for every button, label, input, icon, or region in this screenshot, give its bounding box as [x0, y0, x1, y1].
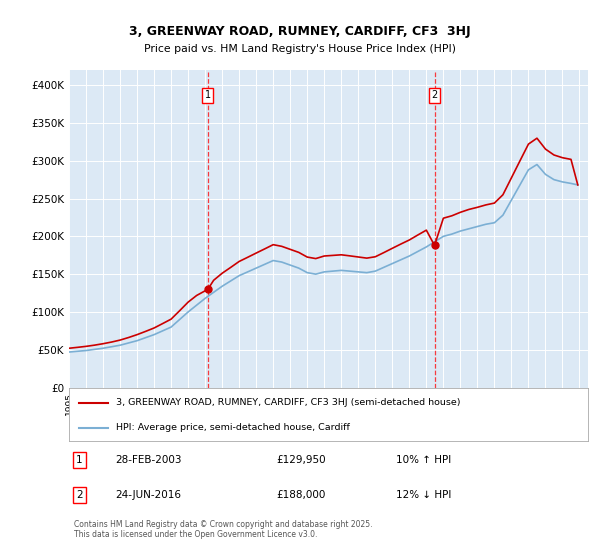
- Text: 28-FEB-2003: 28-FEB-2003: [116, 455, 182, 465]
- Text: 1: 1: [76, 455, 83, 465]
- Text: HPI: Average price, semi-detached house, Cardiff: HPI: Average price, semi-detached house,…: [116, 423, 350, 432]
- Text: 2: 2: [76, 490, 83, 500]
- Text: Contains HM Land Registry data © Crown copyright and database right 2025.
This d: Contains HM Land Registry data © Crown c…: [74, 520, 373, 539]
- Text: 10% ↑ HPI: 10% ↑ HPI: [396, 455, 451, 465]
- Text: 1: 1: [205, 90, 211, 100]
- Text: £129,950: £129,950: [277, 455, 326, 465]
- Text: 3, GREENWAY ROAD, RUMNEY, CARDIFF, CF3  3HJ: 3, GREENWAY ROAD, RUMNEY, CARDIFF, CF3 3…: [129, 25, 471, 38]
- Text: 24-JUN-2016: 24-JUN-2016: [116, 490, 182, 500]
- Text: 3, GREENWAY ROAD, RUMNEY, CARDIFF, CF3 3HJ (semi-detached house): 3, GREENWAY ROAD, RUMNEY, CARDIFF, CF3 3…: [116, 398, 460, 407]
- Text: Price paid vs. HM Land Registry's House Price Index (HPI): Price paid vs. HM Land Registry's House …: [144, 44, 456, 54]
- Text: £188,000: £188,000: [277, 490, 326, 500]
- Text: 12% ↓ HPI: 12% ↓ HPI: [396, 490, 451, 500]
- Text: 2: 2: [431, 90, 437, 100]
